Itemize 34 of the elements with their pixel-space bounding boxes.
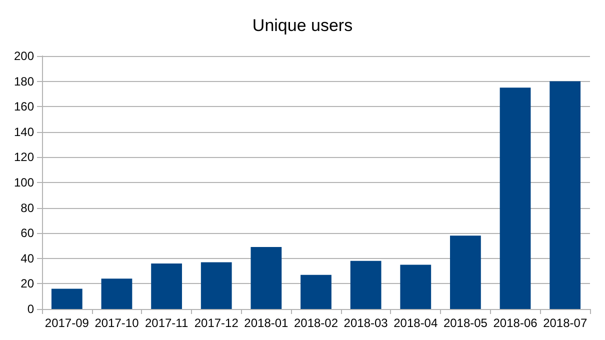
y-tick-label: 140 [14, 124, 34, 139]
bar [200, 262, 232, 309]
y-tick-label: 200 [14, 49, 34, 63]
bar [151, 263, 182, 309]
bar [450, 236, 481, 309]
x-tick-label: 2017-09 [44, 316, 90, 330]
x-tick-label: 2017-12 [194, 316, 239, 330]
x-tick-label: 2018-07 [543, 316, 588, 330]
bar [101, 278, 132, 309]
chart-title: Unique users [252, 16, 353, 35]
y-tick-label: 40 [20, 251, 34, 266]
y-tick-label: 160 [14, 100, 34, 114]
x-tick-label: 2017-10 [94, 316, 140, 330]
y-tick-label: 120 [14, 150, 34, 164]
x-tick-label: 2018-05 [443, 316, 488, 330]
y-tick-label: 100 [14, 176, 34, 190]
y-tick-label: 0 [27, 302, 34, 316]
bar [400, 264, 432, 309]
y-tick-label: 60 [20, 226, 34, 240]
y-tick-label: 180 [14, 74, 34, 88]
bar [350, 260, 382, 309]
bar [500, 88, 531, 309]
x-tick-label: 2018-02 [294, 316, 338, 330]
x-tick-label: 2018-06 [493, 316, 538, 330]
y-tick-label: 80 [20, 200, 34, 215]
y-tick-label: 20 [20, 276, 34, 291]
x-tick-label: 2017-11 [144, 316, 188, 330]
bar [250, 247, 282, 309]
x-tick-label: 2018-04 [394, 316, 438, 330]
bar [300, 274, 332, 309]
bar [550, 81, 581, 309]
bar [51, 288, 82, 309]
x-tick-label: 2018-01 [244, 316, 289, 330]
x-tick-label: 2018-03 [344, 316, 388, 330]
